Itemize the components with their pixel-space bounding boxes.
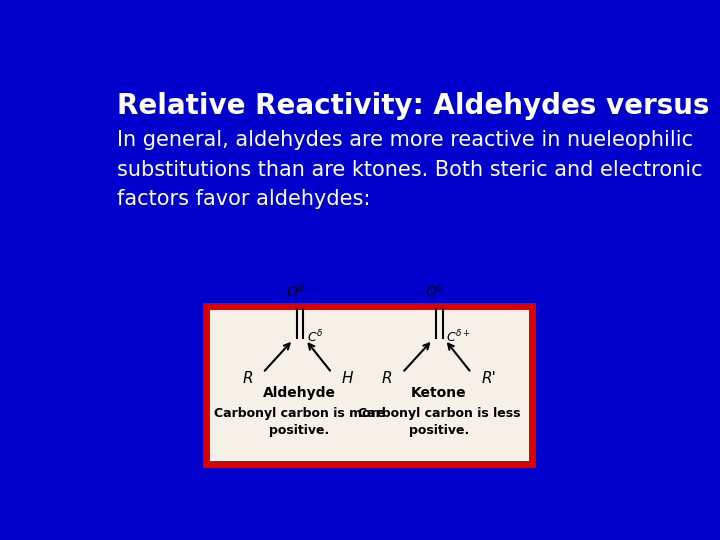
Text: Carbonyl carbon is less
positive.: Carbonyl carbon is less positive. — [358, 408, 520, 437]
Text: $O^{\delta-}$: $O^{\delta-}$ — [286, 281, 315, 300]
Text: $C^{\delta+}$: $C^{\delta+}$ — [446, 328, 472, 345]
Text: R: R — [382, 370, 392, 386]
Text: $O^{\delta-}$: $O^{\delta-}$ — [425, 281, 454, 300]
Text: Aldehyde: Aldehyde — [263, 386, 336, 400]
Text: R': R' — [482, 370, 496, 386]
FancyBboxPatch shape — [206, 306, 532, 464]
Text: In general, aldehydes are more reactive in nueleophilic
substitutions than are k: In general, aldehydes are more reactive … — [117, 130, 703, 210]
Text: Carbonyl carbon is more
positive.: Carbonyl carbon is more positive. — [214, 408, 385, 437]
Text: $C^{\delta}$: $C^{\delta}$ — [307, 328, 323, 345]
Text: H: H — [342, 370, 354, 386]
Text: Relative Reactivity: Aldehydes versus Ketones: Relative Reactivity: Aldehydes versus Ke… — [117, 92, 720, 120]
Text: Ketone: Ketone — [411, 386, 467, 400]
Text: R: R — [242, 370, 253, 386]
